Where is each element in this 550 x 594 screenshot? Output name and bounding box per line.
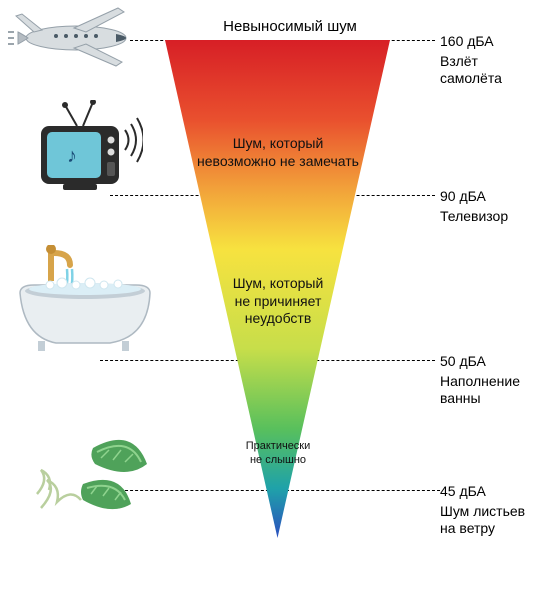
db-source: Наполнение ванны: [440, 373, 520, 407]
tv-icon: ♪: [33, 100, 143, 195]
db-value: 50 дБА: [440, 353, 486, 369]
zone-label: Практически не слышно: [188, 440, 368, 468]
bathtub-icon: [10, 245, 155, 355]
db-value: 160 дБА: [440, 33, 494, 49]
noise-scale-diagram: Невыносимый шум Шум, который не: [0, 0, 550, 594]
db-source: Телевизор: [440, 208, 508, 225]
svg-text:♪: ♪: [67, 145, 77, 167]
airplane-icon: [8, 2, 143, 72]
db-source: Шум листьев на ветру: [440, 503, 525, 537]
db-source: Взлёт самолёта: [440, 53, 502, 87]
db-value: 45 дБА: [440, 483, 486, 499]
leaves-icon: [35, 430, 165, 530]
title-unbearable-noise: Невыносимый шум: [200, 18, 380, 35]
db-value: 90 дБА: [440, 188, 486, 204]
zone-label: Шум, который не причиняет неудобств: [188, 275, 368, 328]
zone-label: Шум, который невозможно не замечать: [188, 135, 368, 170]
